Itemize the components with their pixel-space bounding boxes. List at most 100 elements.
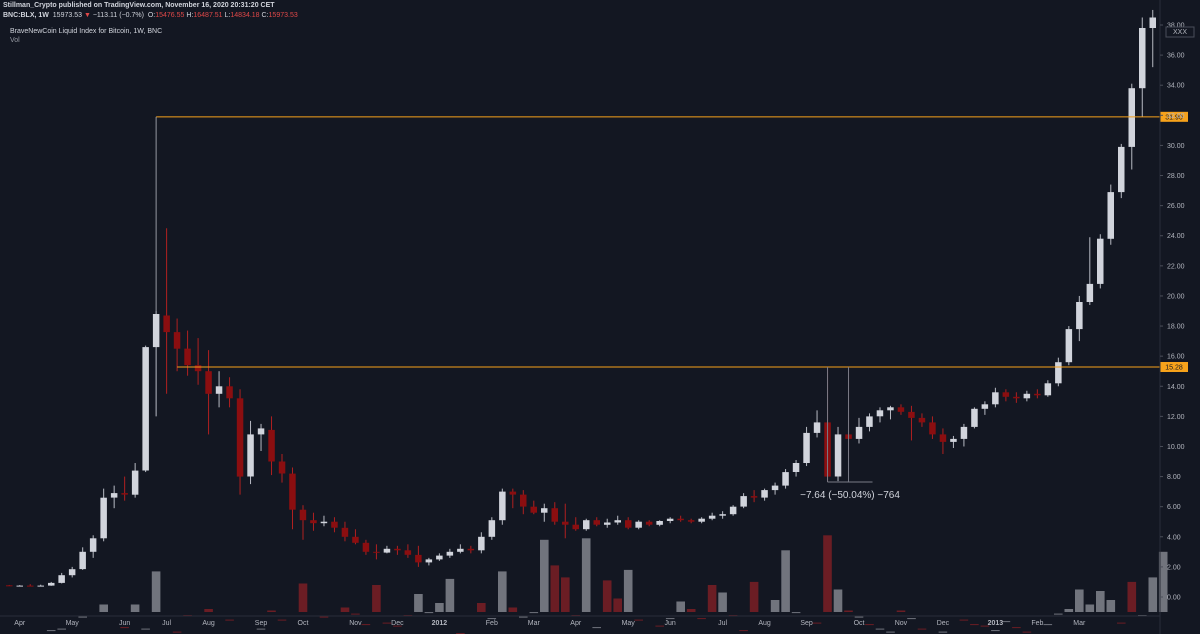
volume-bar bbox=[130, 604, 140, 612]
volume-bar bbox=[707, 585, 717, 612]
candle bbox=[876, 407, 884, 423]
volume-bar bbox=[875, 628, 885, 630]
low-value: 14834.18 bbox=[230, 12, 260, 19]
candle-body bbox=[834, 434, 842, 477]
x-tick-label: Nov bbox=[349, 620, 362, 627]
candle bbox=[971, 407, 978, 429]
candle-body bbox=[79, 551, 86, 570]
candle bbox=[897, 404, 905, 415]
down-arrow-icon: ▼ bbox=[83, 12, 91, 19]
candle bbox=[939, 428, 947, 454]
candle bbox=[551, 502, 558, 525]
candle-body bbox=[436, 555, 443, 560]
candle-body bbox=[572, 524, 579, 530]
candle-body bbox=[1034, 393, 1041, 396]
volume-bar bbox=[340, 607, 350, 612]
candle-body bbox=[750, 496, 758, 498]
candle bbox=[1097, 234, 1104, 289]
volume-bar bbox=[749, 581, 759, 612]
volume-bar bbox=[1117, 622, 1126, 624]
candle-body bbox=[897, 407, 905, 412]
level-price-label: 31.90 bbox=[1165, 114, 1183, 121]
volume-bar bbox=[319, 616, 329, 618]
volume-bar bbox=[57, 628, 66, 630]
candle-body bbox=[226, 386, 233, 399]
volume-bar bbox=[172, 631, 182, 633]
candle bbox=[16, 585, 23, 587]
price-change: −113.11 (−0.7%) bbox=[92, 12, 144, 19]
candle-body bbox=[1118, 146, 1125, 193]
candle bbox=[110, 485, 118, 509]
candle-body bbox=[383, 548, 391, 553]
volume-bar bbox=[78, 616, 87, 618]
volume-bar bbox=[382, 622, 392, 624]
candle bbox=[383, 545, 391, 554]
candle-body bbox=[740, 496, 747, 507]
axis-currency-label: XXX bbox=[1173, 29, 1187, 36]
volume-bar bbox=[791, 612, 801, 614]
volume-bar bbox=[781, 550, 790, 612]
candle-body bbox=[341, 527, 349, 537]
y-tick-label: 6.00 bbox=[1167, 504, 1181, 511]
volume-bar bbox=[46, 630, 56, 632]
candle bbox=[121, 476, 128, 501]
candle bbox=[6, 584, 13, 587]
volume-bar bbox=[519, 616, 528, 618]
candle bbox=[173, 318, 181, 372]
candle bbox=[645, 520, 653, 527]
candle-body bbox=[1023, 393, 1031, 399]
volume-bar bbox=[1064, 609, 1074, 612]
volume-bar bbox=[445, 578, 455, 612]
candle-body bbox=[761, 490, 768, 498]
volume-bar bbox=[613, 598, 622, 612]
candle bbox=[467, 545, 475, 554]
candle-body bbox=[236, 398, 244, 477]
volume-bar bbox=[1075, 589, 1084, 612]
candle bbox=[960, 423, 968, 447]
candle bbox=[1128, 83, 1135, 170]
candle bbox=[226, 377, 233, 408]
candle-body bbox=[656, 521, 663, 525]
candle-body bbox=[257, 428, 265, 435]
candle bbox=[310, 512, 317, 531]
volume-bar bbox=[886, 631, 895, 633]
volume-bar bbox=[477, 603, 486, 612]
y-tick-label: 4.00 bbox=[1167, 534, 1181, 541]
candle bbox=[184, 330, 191, 376]
candle bbox=[1055, 357, 1062, 387]
candle bbox=[1023, 390, 1031, 402]
candle-body bbox=[1139, 28, 1146, 89]
volume-bars bbox=[46, 535, 1168, 634]
candle-body bbox=[394, 548, 401, 551]
y-tick-label: 0.00 bbox=[1167, 595, 1181, 602]
y-tick-label: 32.00 bbox=[1167, 113, 1185, 120]
candle-body bbox=[268, 429, 275, 462]
candle-body bbox=[1128, 88, 1135, 147]
candle-body bbox=[803, 432, 810, 463]
candle-body bbox=[457, 548, 464, 552]
candle bbox=[1086, 237, 1094, 305]
candle bbox=[404, 544, 412, 558]
candle-body bbox=[792, 463, 800, 472]
volume-bar bbox=[865, 624, 874, 626]
volume-bar bbox=[361, 624, 371, 626]
y-tick-label: 26.00 bbox=[1167, 203, 1185, 210]
candle-body bbox=[488, 520, 496, 537]
candle-body bbox=[299, 509, 307, 521]
volume-bar bbox=[561, 577, 570, 612]
candle bbox=[761, 488, 768, 501]
candle-body bbox=[1076, 302, 1083, 330]
candle-body bbox=[89, 538, 97, 552]
volume-bar bbox=[980, 625, 990, 627]
volume-bar bbox=[529, 612, 539, 614]
x-tick-label: 2012 bbox=[432, 620, 448, 627]
candle-body bbox=[960, 426, 968, 439]
candle-body bbox=[855, 426, 863, 439]
volume-bar bbox=[1127, 581, 1137, 612]
candle bbox=[394, 545, 401, 555]
candle-body bbox=[152, 314, 160, 348]
candle-body bbox=[981, 404, 989, 409]
volume-bar bbox=[1106, 600, 1116, 612]
candle bbox=[887, 405, 894, 420]
